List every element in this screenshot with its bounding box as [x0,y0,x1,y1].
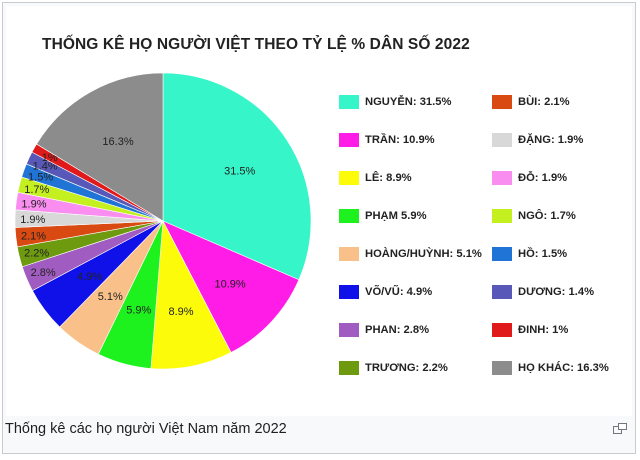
pie-chart: 31.5% 10.9% 8.9% 5.9%5.1% 4.9% 2.8% 2.2% 2.1% 1.… [14,72,312,370]
legend-label: VÕ/VŨ: 4.9% [365,286,433,298]
slice-data-label: 10.9% [214,279,245,291]
legend-label: HOÀNG/HUỲNH: 5.1% [365,248,482,260]
legend-swatch [339,209,359,223]
legend-swatch [492,95,512,109]
legend-item: ĐẶNG: 1.9% [492,130,583,150]
legend-swatch [339,95,359,109]
legend-label: ĐỖ: 1.9% [518,172,568,184]
chart-title: THỐNG KÊ HỌ NGƯỜI VIỆT THEO TỶ LỆ % DÂN … [42,36,470,53]
legend-label: PHAN: 2.8% [365,324,430,336]
legend-label: LÊ: 8.9% [365,172,412,184]
legend-label: NGÔ: 1.7% [518,210,576,222]
enlarge-icon[interactable] [613,423,627,435]
figure-caption: Thống kê các họ người Việt Nam năm 2022 [5,421,287,437]
legend-swatch [492,247,512,261]
legend-item: BÙI: 2.1% [492,92,570,112]
pie-slice [36,72,164,222]
slice-data-label: 8.9% [169,306,194,318]
legend-label: TRƯƠNG: 2.2% [365,362,448,374]
legend-label: PHẠM 5.9% [365,210,427,222]
legend-item: NGUYỄN: 31.5% [339,92,451,112]
legend-item: PHẠM 5.9% [339,206,427,226]
legend-swatch [492,133,512,147]
legend-swatch [492,323,512,337]
legend-item: DƯƠNG: 1.4% [492,282,594,302]
legend-label: ĐẶNG: 1.9% [518,134,584,146]
legend-swatch [492,361,512,375]
chart-image: THỐNG KÊ HỌ NGƯỜI VIỆT THEO TỶ LỆ % DÂN … [6,6,632,416]
slice-data-label: 1.5% [28,171,53,183]
legend-item: TRẦN: 10.9% [339,130,435,150]
legend-label: HỒ: 1.5% [518,248,568,260]
slice-data-label: 1.4% [33,161,58,173]
legend-label: DƯƠNG: 1.4% [518,286,595,298]
legend-item: LÊ: 8.9% [339,168,412,188]
legend-label: TRẦN: 10.9% [365,134,435,146]
legend-swatch [492,171,512,185]
legend-swatch [339,247,359,261]
slice-data-label: 1.9% [20,214,45,226]
slice-data-label: 2.8% [31,267,56,279]
legend-swatch [339,285,359,299]
legend-label: BÙI: 2.1% [518,96,570,108]
slice-data-label: 16.3% [102,136,133,148]
legend-swatch [492,285,512,299]
pie-slice [162,72,312,281]
legend-item: TRƯƠNG: 2.2% [339,358,448,378]
slice-data-label: 31.5% [224,166,255,178]
pie-slice [162,220,300,353]
legend-swatch [339,323,359,337]
legend-item: HOÀNG/HUỲNH: 5.1% [339,244,482,264]
legend-label: ĐINH: 1% [518,324,569,336]
slice-data-label: 1.7% [24,184,49,196]
legend-label: NGUYỄN: 31.5% [365,96,452,108]
pie-slice [150,219,232,370]
figure-frame: THỐNG KÊ HỌ NGƯỜI VIỆT THEO TỶ LỆ % DÂN … [2,2,636,454]
legend-swatch [339,361,359,375]
legend-item: VÕ/VŨ: 4.9% [339,282,432,302]
slice-data-label: 2.2% [24,248,49,260]
slice-data-label: 5.9% [126,305,151,317]
legend-label: HỌ KHÁC: 16.3% [518,362,609,374]
slice-data-label: 4.9% [77,271,102,283]
slice-data-label: 2.1% [21,230,46,242]
legend-item: HỒ: 1.5% [492,244,567,264]
legend-item: HỌ KHÁC: 16.3% [492,358,609,378]
legend-swatch [492,209,512,223]
legend-item: PHAN: 2.8% [339,320,429,340]
slice-data-label: 5.1% [98,291,123,303]
legend-item: NGÔ: 1.7% [492,206,576,226]
legend-swatch [339,133,359,147]
legend-item: ĐỖ: 1.9% [492,168,567,188]
slice-data-label: 1.9% [21,198,46,210]
legend-item: ĐINH: 1% [492,320,568,340]
legend-swatch [339,171,359,185]
